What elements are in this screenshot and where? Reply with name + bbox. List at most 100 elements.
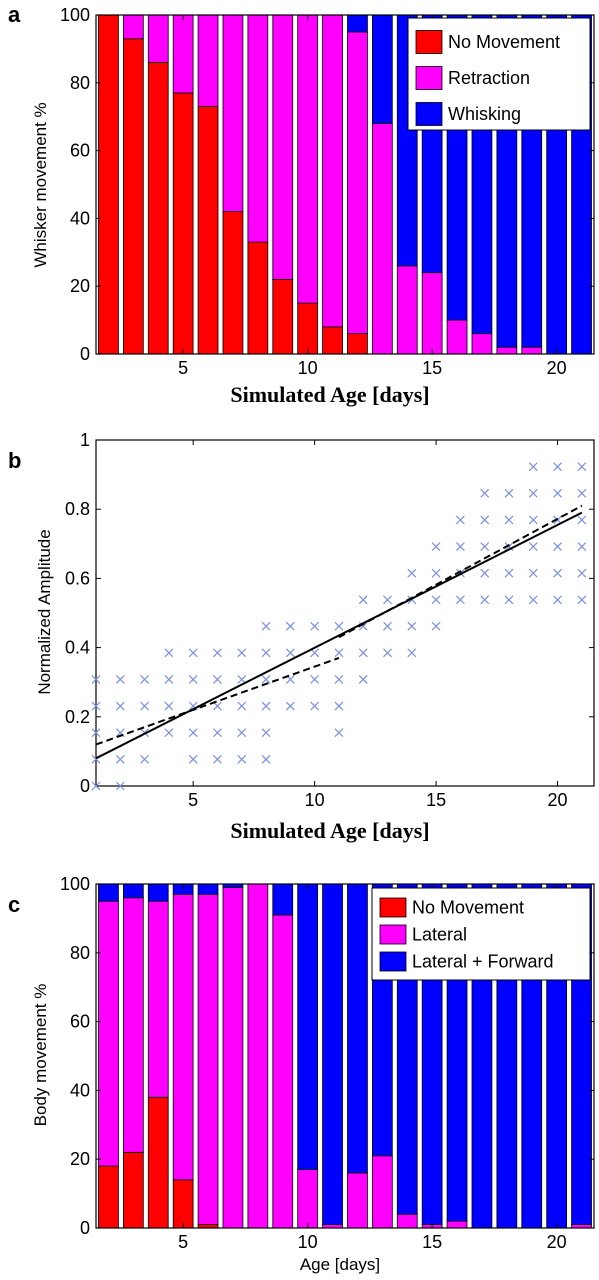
a-xtick-label: 20: [547, 358, 567, 378]
b-scatter-point: [310, 621, 320, 631]
a-bar-red-day-4: [147, 62, 169, 355]
b-scatter-point: [383, 595, 392, 605]
b-scatter-point: [431, 595, 441, 605]
b-ytick-label: 0.2: [65, 707, 90, 727]
c-bar-magenta-day-10: [297, 1169, 319, 1229]
b-scatter-point: [407, 568, 417, 578]
c-legend-swatch-magenta: [379, 924, 407, 945]
a-bar-red-day-9: [272, 279, 294, 355]
c-bar-blue-day-6: [197, 883, 219, 895]
a-bar-magenta-day-11: [322, 14, 343, 328]
a-bar-magenta-day-17: [471, 333, 493, 355]
c-legend-box: [371, 887, 591, 981]
a-bar-magenta-day-13: [371, 123, 393, 355]
a-legend-label: Whisking: [448, 104, 521, 124]
b-scatter-point: [285, 621, 295, 631]
c-bar-red-day-5: [172, 1179, 194, 1229]
c-bar-blue-day-10: [297, 883, 319, 1170]
b-scatter-point: [553, 462, 562, 472]
a-ytick-label: 60: [70, 141, 90, 161]
a-xtick-label: 10: [298, 358, 318, 378]
c-bar-blue-day-4: [147, 883, 169, 902]
c-ytick-label: 40: [70, 1080, 90, 1100]
b-axes-frame: [95, 439, 595, 787]
panel-c-body-movement-chart: 5 10 15 20 0 20 40 60 80 100 Age [days] Body moveme…: [8, 874, 595, 1274]
b-scatter-point: [261, 621, 271, 631]
a-bar-red-day-7: [222, 211, 244, 355]
c-bar-red-day-3: [122, 1151, 144, 1229]
a-bar-magenta-day-6: [197, 14, 219, 107]
b-scatter-point: [213, 728, 222, 738]
b-scatter-point: [188, 648, 198, 658]
b-ytick-label: 0.6: [65, 568, 90, 588]
a-bar-magenta-day-3: [122, 14, 144, 40]
c-legend-swatch-red: [379, 897, 407, 918]
a-bar-red-day-12: [347, 333, 368, 355]
b-scatter-point: [164, 701, 174, 711]
c-bar-blue-day-12: [347, 883, 368, 1174]
b-scatter-point: [140, 675, 150, 684]
b-scatter-point: [115, 701, 125, 711]
b-scatter-point: [480, 542, 490, 551]
c-xtick-label: 15: [422, 1232, 442, 1252]
a-ytick-label: 40: [70, 208, 90, 228]
b-scatter-point: [383, 648, 392, 658]
a-panel-letter: a: [8, 2, 21, 27]
b-scatter-point: [553, 595, 562, 605]
b-fit-line-dashed-1: [95, 657, 340, 746]
a-bar-magenta-day-7: [222, 14, 244, 213]
c-panel-letter: c: [8, 892, 20, 917]
b-scatter-point: [407, 621, 417, 631]
b-ytick-label: 0.4: [65, 638, 90, 658]
b-scatter-point: [164, 728, 174, 738]
b-scatter-point: [213, 754, 222, 764]
b-scatter-point: [504, 595, 514, 605]
a-ytick-label: 100: [60, 5, 90, 25]
c-bar-magenta-day-5: [172, 893, 194, 1181]
c-bar-magenta-day-4: [147, 900, 169, 1098]
b-scatter-point: [261, 754, 271, 764]
c-legend-label: Lateral + Forward: [412, 952, 554, 972]
b-scatter-point: [455, 515, 465, 525]
a-xtick-label: 15: [422, 358, 442, 378]
b-scatter-point: [310, 675, 320, 684]
b-scatter-point: [358, 675, 368, 684]
b-scatter-point: [528, 462, 538, 472]
a-bar-magenta-day-16: [446, 319, 468, 355]
c-bar-red-day-2: [98, 1165, 119, 1229]
c-bar-magenta-day-9: [272, 914, 294, 1229]
b-scatter-point: [528, 568, 538, 578]
b-scatter-point: [504, 488, 514, 498]
b-scatter-point: [553, 488, 562, 498]
b-scatter-point: [334, 701, 344, 711]
a-bar-magenta-day-9: [272, 14, 294, 280]
a-bar-red-day-10: [297, 302, 319, 355]
b-scatter-point: [455, 542, 465, 551]
a-y-axis-title: Whisker movement %: [31, 102, 50, 267]
b-scatter-point: [431, 621, 441, 631]
a-x-axis-title: Simulated Age [days]: [230, 382, 429, 407]
b-scatter-point: [383, 621, 392, 631]
b-scatter-point: [553, 542, 562, 551]
c-legend: No Movement Lateral Lateral + Forward: [371, 887, 591, 981]
b-scatter-point: [285, 701, 295, 711]
b-scatter-point: [407, 648, 417, 658]
b-scatter-point: [455, 595, 465, 605]
b-scatter-point: [261, 648, 271, 658]
b-ytick-label: 1: [80, 430, 90, 450]
a-bar-blue-day-13: [371, 14, 393, 124]
a-legend: No Movement Retraction Whisking: [407, 17, 591, 131]
b-xtick-label: 5: [188, 790, 198, 810]
a-legend-label: Retraction: [448, 68, 530, 88]
c-ytick-label: 60: [70, 1012, 90, 1032]
a-bar-magenta-day-14: [396, 265, 418, 355]
a-bar-red-day-3: [122, 38, 144, 355]
c-y-axis-title: Body movement %: [31, 984, 50, 1127]
b-scatter-point: [577, 515, 587, 525]
b-scatter-point: [577, 462, 587, 472]
b-scatter-point: [91, 781, 101, 791]
a-bar-red-day-8: [247, 241, 269, 355]
b-scatter-point: [261, 701, 271, 711]
c-legend-label: Lateral: [412, 925, 467, 945]
